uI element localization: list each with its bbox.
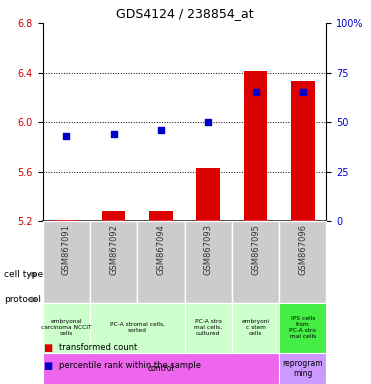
Point [158, 127, 164, 133]
Text: IPS cells
from
PC-A stro
mal cells: IPS cells from PC-A stro mal cells [289, 316, 316, 339]
Title: GDS4124 / 238854_at: GDS4124 / 238854_at [116, 7, 253, 20]
Bar [244, 71, 267, 221]
Text: GSM867091: GSM867091 [62, 224, 71, 275]
Point [300, 89, 306, 96]
FancyBboxPatch shape [90, 221, 137, 303]
Text: percentile rank within the sample: percentile rank within the sample [59, 361, 201, 370]
FancyBboxPatch shape [90, 303, 185, 353]
Text: PC-A stro
mal cells,
cultured: PC-A stro mal cells, cultured [194, 319, 222, 336]
Text: GSM867093: GSM867093 [204, 224, 213, 275]
Bar [149, 211, 173, 221]
Point [205, 119, 211, 125]
FancyBboxPatch shape [232, 221, 279, 303]
Bar [102, 211, 125, 221]
FancyBboxPatch shape [279, 303, 326, 353]
FancyBboxPatch shape [279, 353, 326, 384]
Text: protocol: protocol [4, 295, 41, 304]
Text: transformed count: transformed count [59, 343, 138, 352]
Text: embryonal
carcinoma NCCIT
cells: embryonal carcinoma NCCIT cells [41, 319, 92, 336]
FancyBboxPatch shape [279, 221, 326, 303]
Text: embryoni
c stem
cells: embryoni c stem cells [242, 319, 269, 336]
FancyBboxPatch shape [185, 303, 232, 353]
Text: GSM867095: GSM867095 [251, 224, 260, 275]
FancyBboxPatch shape [137, 221, 185, 303]
Text: GSM867096: GSM867096 [298, 224, 307, 275]
Text: PC-A stromal cells,
sorted: PC-A stromal cells, sorted [110, 322, 165, 333]
Point [111, 131, 116, 137]
FancyBboxPatch shape [43, 221, 90, 303]
Text: GSM867092: GSM867092 [109, 224, 118, 275]
Text: GSM867094: GSM867094 [157, 224, 165, 275]
Text: cell type: cell type [4, 270, 43, 279]
FancyBboxPatch shape [43, 303, 90, 353]
FancyBboxPatch shape [43, 353, 279, 384]
Text: ■: ■ [43, 343, 52, 353]
Point [253, 89, 259, 96]
Bar [55, 220, 78, 221]
Bar [196, 168, 220, 221]
Text: ■: ■ [43, 361, 52, 371]
FancyBboxPatch shape [232, 303, 279, 353]
Text: control: control [148, 364, 174, 373]
Bar [291, 81, 315, 221]
Point [63, 133, 69, 139]
FancyBboxPatch shape [185, 221, 232, 303]
Text: reprogram
ming: reprogram ming [282, 359, 323, 378]
